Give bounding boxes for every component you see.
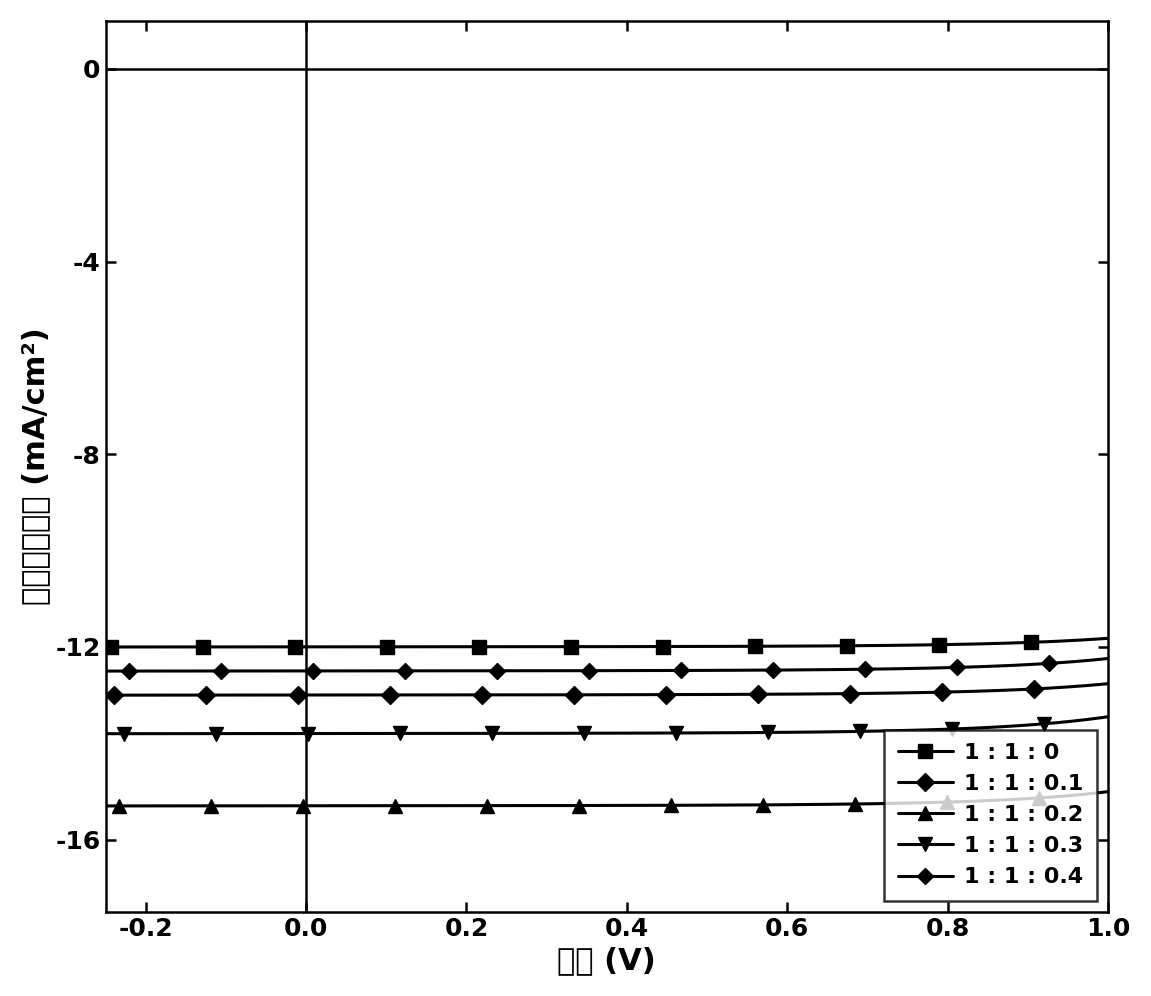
1 : 1 : 0.4: (0.316, -12.5): 1 : 0.4: (0.316, -12.5) <box>552 664 566 676</box>
1 : 1 : 0.2: (-0.25, -15.3): 1 : 0.2: (-0.25, -15.3) <box>99 800 113 812</box>
Line: 1 : 1 : 0.3: 1 : 1 : 0.3 <box>99 710 1115 741</box>
1 : 1 : 0.3: (0.487, -13.8): 1 : 0.3: (0.487, -13.8) <box>689 727 703 739</box>
1 : 1 : 0.4: (0.487, -12.5): 1 : 0.4: (0.487, -12.5) <box>689 664 703 676</box>
1 : 1 : 0: (0.691, -12): 1 : 0: (0.691, -12) <box>853 639 867 651</box>
1 : 1 : 0: (0.316, -12): 1 : 0: (0.316, -12) <box>552 640 566 652</box>
1 : 1 : 0.4: (-0.0288, -12.5): 1 : 0.4: (-0.0288, -12.5) <box>276 665 290 677</box>
Line: 1 : 1 : 0.1: 1 : 1 : 0.1 <box>99 677 1114 701</box>
1 : 1 : 0.1: (-0.0288, -13): 1 : 0.1: (-0.0288, -13) <box>276 689 290 701</box>
1 : 1 : 0: (-0.25, -12): 1 : 0: (-0.25, -12) <box>99 641 113 653</box>
1 : 1 : 0.1: (0.316, -13): 1 : 0.1: (0.316, -13) <box>552 689 566 701</box>
1 : 1 : 0.2: (1, -15): 1 : 0.2: (1, -15) <box>1102 786 1115 798</box>
Y-axis label: 短路电流密度 (mA/cm²): 短路电流密度 (mA/cm²) <box>21 328 49 606</box>
Line: 1 : 1 : 0.4: 1 : 1 : 0.4 <box>100 653 1113 676</box>
1 : 1 : 0.3: (0.316, -13.8): 1 : 0.3: (0.316, -13.8) <box>552 727 566 739</box>
1 : 1 : 0.4: (0.585, -12.5): 1 : 0.4: (0.585, -12.5) <box>768 664 782 676</box>
Line: 1 : 1 : 0: 1 : 1 : 0 <box>99 631 1115 654</box>
Line: 1 : 1 : 0.2: 1 : 1 : 0.2 <box>99 785 1115 813</box>
1 : 1 : 0: (0.0714, -12): 1 : 0: (0.0714, -12) <box>357 640 371 652</box>
1 : 1 : 0: (0.585, -12): 1 : 0: (0.585, -12) <box>768 640 782 652</box>
1 : 1 : 0.1: (-0.25, -13): 1 : 0.1: (-0.25, -13) <box>99 689 113 701</box>
1 : 1 : 0.3: (-0.25, -13.8): 1 : 0.3: (-0.25, -13.8) <box>99 728 113 740</box>
1 : 1 : 0.4: (0.0714, -12.5): 1 : 0.4: (0.0714, -12.5) <box>357 665 371 677</box>
Legend: 1 : 1 : 0, 1 : 1 : 0.1, 1 : 1 : 0.2, 1 : 1 : 0.3, 1 : 1 : 0.4: 1 : 1 : 0, 1 : 1 : 0.1, 1 : 1 : 0.2, 1 :… <box>884 729 1097 900</box>
1 : 1 : 0.1: (0.691, -13): 1 : 0.1: (0.691, -13) <box>853 687 867 699</box>
1 : 1 : 0.2: (0.691, -15.3): 1 : 0.2: (0.691, -15.3) <box>853 798 867 810</box>
1 : 1 : 0.2: (0.487, -15.3): 1 : 0.2: (0.487, -15.3) <box>689 799 703 811</box>
X-axis label: 电压 (V): 电压 (V) <box>557 946 656 975</box>
1 : 1 : 0.3: (1, -13.5): 1 : 0.3: (1, -13.5) <box>1102 711 1115 723</box>
1 : 1 : 0.1: (0.487, -13): 1 : 0.1: (0.487, -13) <box>689 688 703 700</box>
1 : 1 : 0.1: (0.0714, -13): 1 : 0.1: (0.0714, -13) <box>357 689 371 701</box>
1 : 1 : 0.3: (0.0714, -13.8): 1 : 0.3: (0.0714, -13.8) <box>357 727 371 739</box>
1 : 1 : 0: (1, -11.8): 1 : 0: (1, -11.8) <box>1102 632 1115 644</box>
1 : 1 : 0.2: (0.0714, -15.3): 1 : 0.2: (0.0714, -15.3) <box>357 800 371 812</box>
1 : 1 : 0.4: (-0.25, -12.5): 1 : 0.4: (-0.25, -12.5) <box>99 665 113 677</box>
1 : 1 : 0.4: (0.691, -12.5): 1 : 0.4: (0.691, -12.5) <box>853 663 867 675</box>
1 : 1 : 0.2: (-0.0288, -15.3): 1 : 0.2: (-0.0288, -15.3) <box>276 800 290 812</box>
1 : 1 : 0.3: (-0.0288, -13.8): 1 : 0.3: (-0.0288, -13.8) <box>276 728 290 740</box>
1 : 1 : 0.1: (0.585, -13): 1 : 0.1: (0.585, -13) <box>768 688 782 700</box>
1 : 1 : 0.2: (0.585, -15.3): 1 : 0.2: (0.585, -15.3) <box>768 799 782 811</box>
1 : 1 : 0: (-0.0288, -12): 1 : 0: (-0.0288, -12) <box>276 640 290 652</box>
1 : 1 : 0.3: (0.585, -13.8): 1 : 0.3: (0.585, -13.8) <box>768 726 782 738</box>
1 : 1 : 0.3: (0.691, -13.8): 1 : 0.3: (0.691, -13.8) <box>853 725 867 737</box>
1 : 1 : 0.2: (0.316, -15.3): 1 : 0.2: (0.316, -15.3) <box>552 800 566 812</box>
1 : 1 : 0: (0.487, -12): 1 : 0: (0.487, -12) <box>689 640 703 652</box>
1 : 1 : 0.4: (1, -12.2): 1 : 0.4: (1, -12.2) <box>1102 652 1115 664</box>
1 : 1 : 0.1: (1, -12.8): 1 : 0.1: (1, -12.8) <box>1102 677 1115 689</box>
